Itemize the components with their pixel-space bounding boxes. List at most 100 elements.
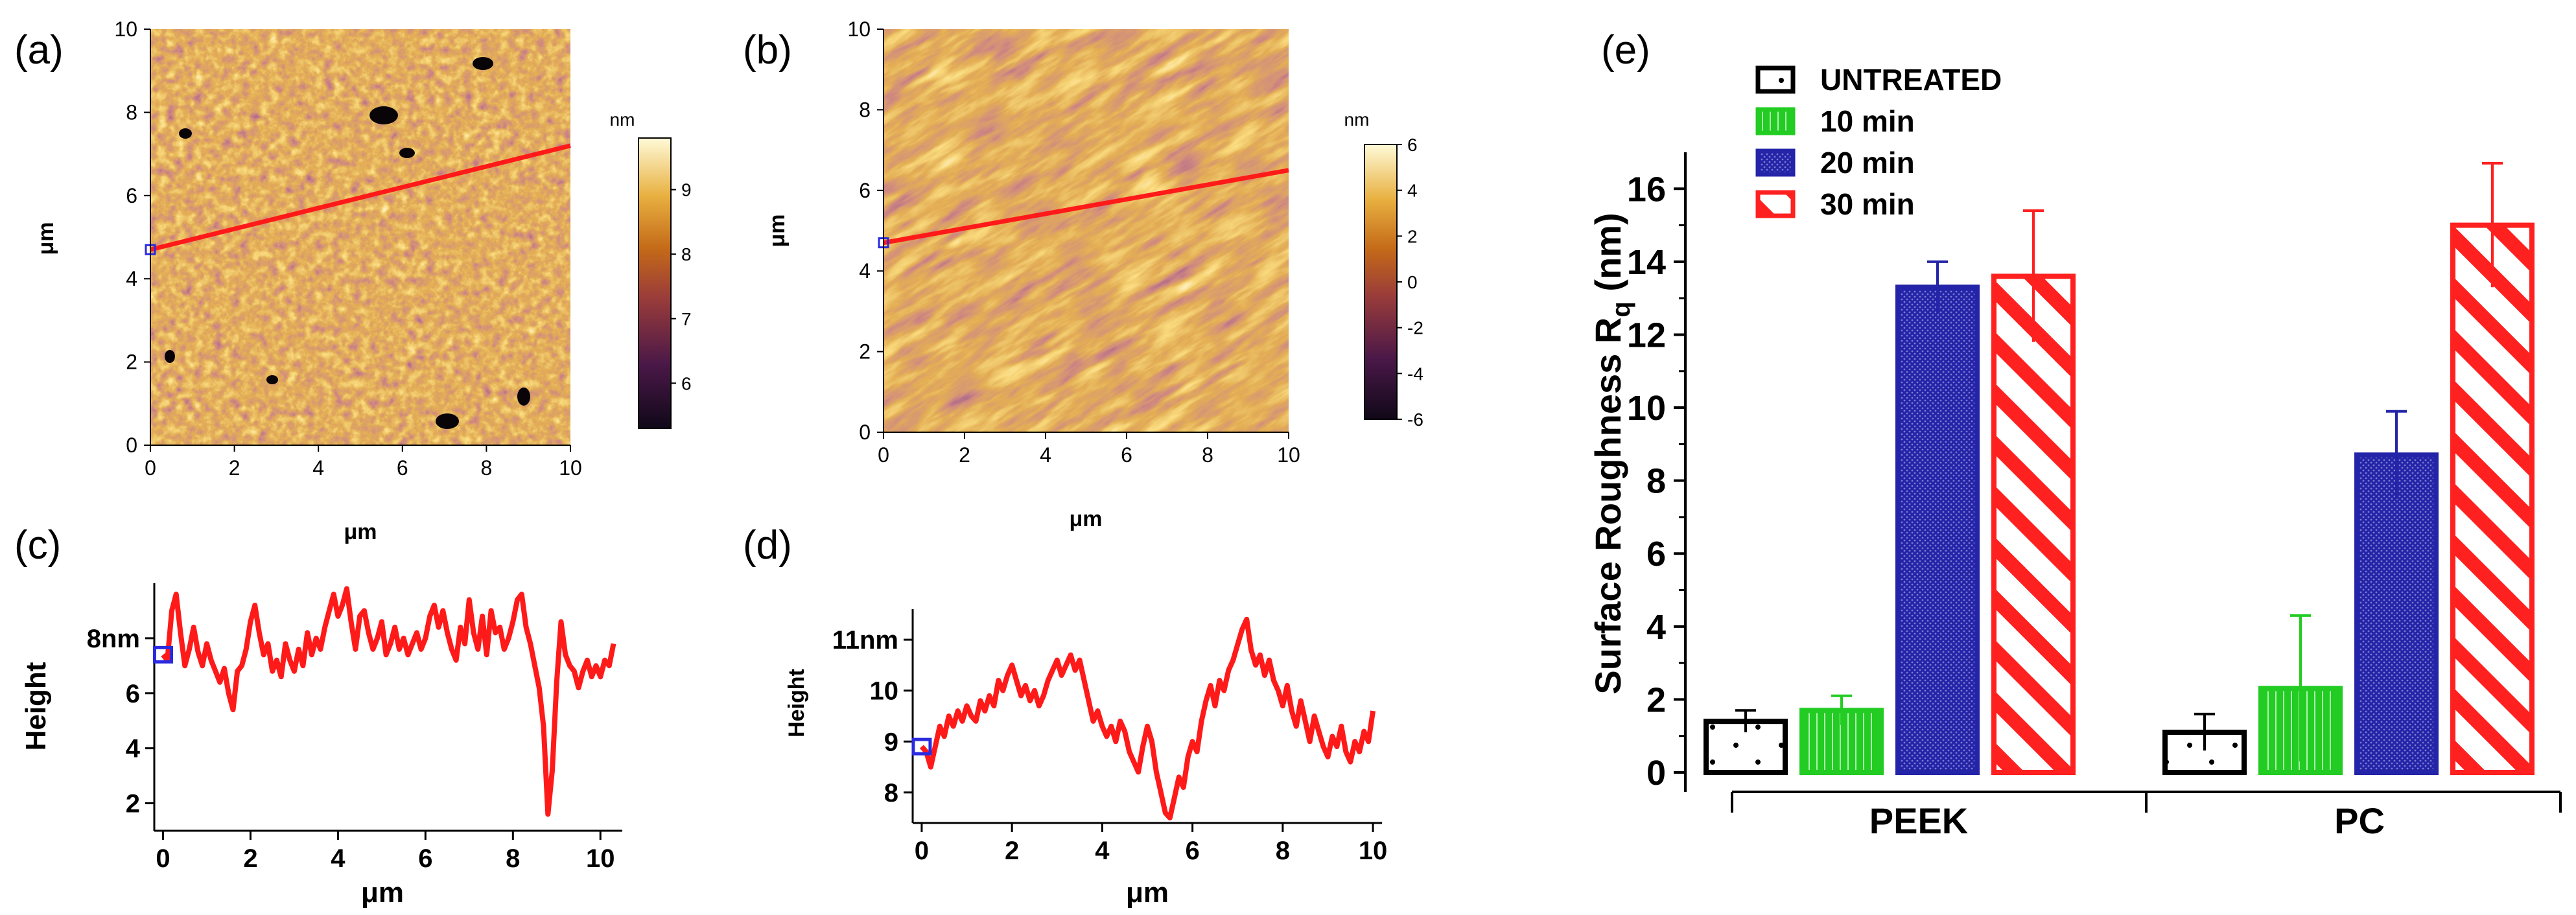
y-axis-title-d: Height (784, 669, 809, 737)
panel-d-label: (d) (743, 523, 792, 568)
y-tick-label-e: 2 (1646, 680, 1666, 719)
panel-a-label: (a) (14, 28, 64, 73)
profile-line-a (150, 143, 571, 252)
y-tick-label-b: 8 (859, 98, 871, 121)
x-tick-label-c: 6 (418, 844, 432, 873)
y-tick-label-e: 6 (1646, 535, 1666, 573)
afm-image-a (150, 29, 570, 445)
bar-20-min-peek (1895, 284, 1980, 776)
legend-swatch (1755, 190, 1796, 218)
x-tick-label-a: 10 (559, 456, 582, 480)
profile-marker-d (911, 737, 932, 756)
colorbar-tick-label-b: 2 (1407, 226, 1418, 246)
legend-label: UNTREATED (1820, 63, 2002, 97)
panel-b: (b) 0 2 4 6 8 10 0 2 4 6 8 10 μm μm nm 6 4 2 0 -2 -4 -6 (743, 17, 1423, 531)
y-tick-label-e: 16 (1627, 170, 1666, 209)
colorbar-tick-label-a: 8 (681, 244, 692, 264)
panel-e: (e) UNTREATED 10 min 20 min 30 min 0 2 4 6 8 10 1… (1587, 28, 2562, 841)
axes-d: 0 2 4 6 8 10 8 9 10 11nm (832, 609, 1388, 865)
x-tick-label-a: 2 (229, 456, 240, 480)
x-axis-title-b: μm (1069, 507, 1102, 531)
category-label-pc: PC (2334, 800, 2385, 841)
y-tick-label-e: 14 (1627, 243, 1666, 282)
x-tick-label-b: 4 (1040, 443, 1051, 467)
panel-d: (d) 0 2 4 6 8 10 8 9 10 11nm μm Height (743, 523, 1387, 909)
x-tick-label-d: 10 (1359, 837, 1388, 865)
x-axis-title-d: μm (1126, 877, 1169, 909)
panel-b-label: (b) (743, 28, 792, 73)
y-tick-label-a: 0 (126, 434, 137, 457)
x-tick-label-c: 2 (243, 844, 257, 873)
x-tick-label-c: 10 (586, 844, 615, 873)
profile-line-b (883, 168, 1289, 246)
colorbar-tick-label-b: -4 (1407, 364, 1423, 384)
colorbar-unit-a: nm (610, 110, 635, 130)
colorbar-tick-label-a: 6 (681, 373, 692, 393)
y-tick-label-c: 6 (126, 680, 140, 708)
x-tick-label-b: 0 (878, 443, 889, 467)
x-tick-label-d: 0 (915, 837, 929, 865)
y-tick-label-a: 6 (126, 184, 137, 207)
legend-swatch (1755, 107, 1796, 135)
y-axis-title-e: Surface Roughness Rq (nm) (1587, 213, 1635, 694)
y-tick-label-b: 4 (859, 259, 871, 283)
colorbar-b (1364, 144, 1398, 420)
legend: UNTREATED 10 min 20 min 30 min (1755, 63, 2002, 221)
legend-swatch (1755, 65, 1796, 94)
x-tick-label-d: 6 (1185, 837, 1199, 865)
legend-label: 20 min (1820, 146, 1915, 180)
colorbar-unit-b: nm (1344, 110, 1370, 130)
y-tick-label-e: 4 (1646, 608, 1666, 647)
y-tick-label-b: 10 (847, 17, 871, 41)
colorbar-tick-label-b: 4 (1407, 181, 1418, 201)
y-axis-title-c: Height (20, 662, 52, 750)
y-tick-label-d: 8 (884, 779, 898, 807)
x-tick-label-b: 2 (959, 443, 970, 467)
y-tick-label-a: 10 (114, 17, 137, 41)
y-tick-label-a: 8 (126, 100, 137, 124)
x-tick-label-d: 2 (1005, 837, 1019, 865)
y-tick-label-a: 2 (126, 351, 137, 374)
y-tick-label-b: 6 (859, 179, 871, 202)
y-tick-label-c: 4 (126, 735, 141, 763)
y-tick-label-d: 11nm (832, 626, 898, 654)
bars (1704, 161, 2535, 776)
colorbar-ticks-a: 6 7 8 9 (671, 180, 692, 393)
x-tick-label-a: 0 (145, 456, 156, 480)
colorbar-a (638, 137, 672, 429)
afm-image-b (884, 29, 1289, 432)
profile-trace-c (161, 586, 616, 817)
y-tick-label-c: 8nm (87, 625, 140, 653)
y-axis-title-a: μm (34, 222, 58, 255)
y-tick-label-c: 2 (126, 790, 140, 818)
panel-e-label: (e) (1601, 28, 1650, 73)
x-tick-label-a: 8 (481, 456, 493, 480)
category-label-peek: PEEK (1869, 800, 1969, 841)
colorbar-tick-label-b: -2 (1407, 318, 1423, 338)
x-tick-label-b: 6 (1121, 443, 1132, 467)
panel-a: (a) 0 2 4 6 8 10 0 2 4 6 8 10 μm μm nm 6 7 8 9 (14, 17, 692, 544)
y-tick-label-d: 9 (884, 728, 898, 756)
x-tick-label-b: 10 (1277, 443, 1300, 467)
bar-30-min-pc (2450, 222, 2535, 775)
y-tick-label-e: 12 (1627, 316, 1666, 354)
axes-e: 0 2 4 6 8 10 12 14 16 PEEK PC (1627, 152, 2562, 841)
colorbar-tick-label-a: 9 (681, 180, 692, 200)
x-tick-label-a: 4 (312, 456, 324, 480)
y-tick-label-b: 2 (859, 340, 871, 364)
y-tick-label-a: 4 (126, 267, 137, 290)
colorbar-ticks-b: 6 4 2 0 -2 -4 -6 (1397, 135, 1423, 430)
axes-b: 0 2 4 6 8 10 0 2 4 6 8 10 (847, 17, 1300, 467)
y-tick-label-e: 0 (1646, 754, 1666, 793)
y-tick-label-e: 10 (1627, 389, 1666, 428)
y-tick-label-e: 8 (1646, 462, 1666, 501)
colorbar-tick-label-b: 0 (1407, 272, 1418, 292)
legend-label: 10 min (1820, 104, 1915, 138)
y-tick-label-b: 0 (859, 421, 871, 444)
x-tick-label-d: 4 (1095, 837, 1110, 865)
profile-marker-c (152, 645, 173, 664)
axes-a: 0 2 4 6 8 10 0 2 4 6 8 10 (114, 17, 581, 480)
